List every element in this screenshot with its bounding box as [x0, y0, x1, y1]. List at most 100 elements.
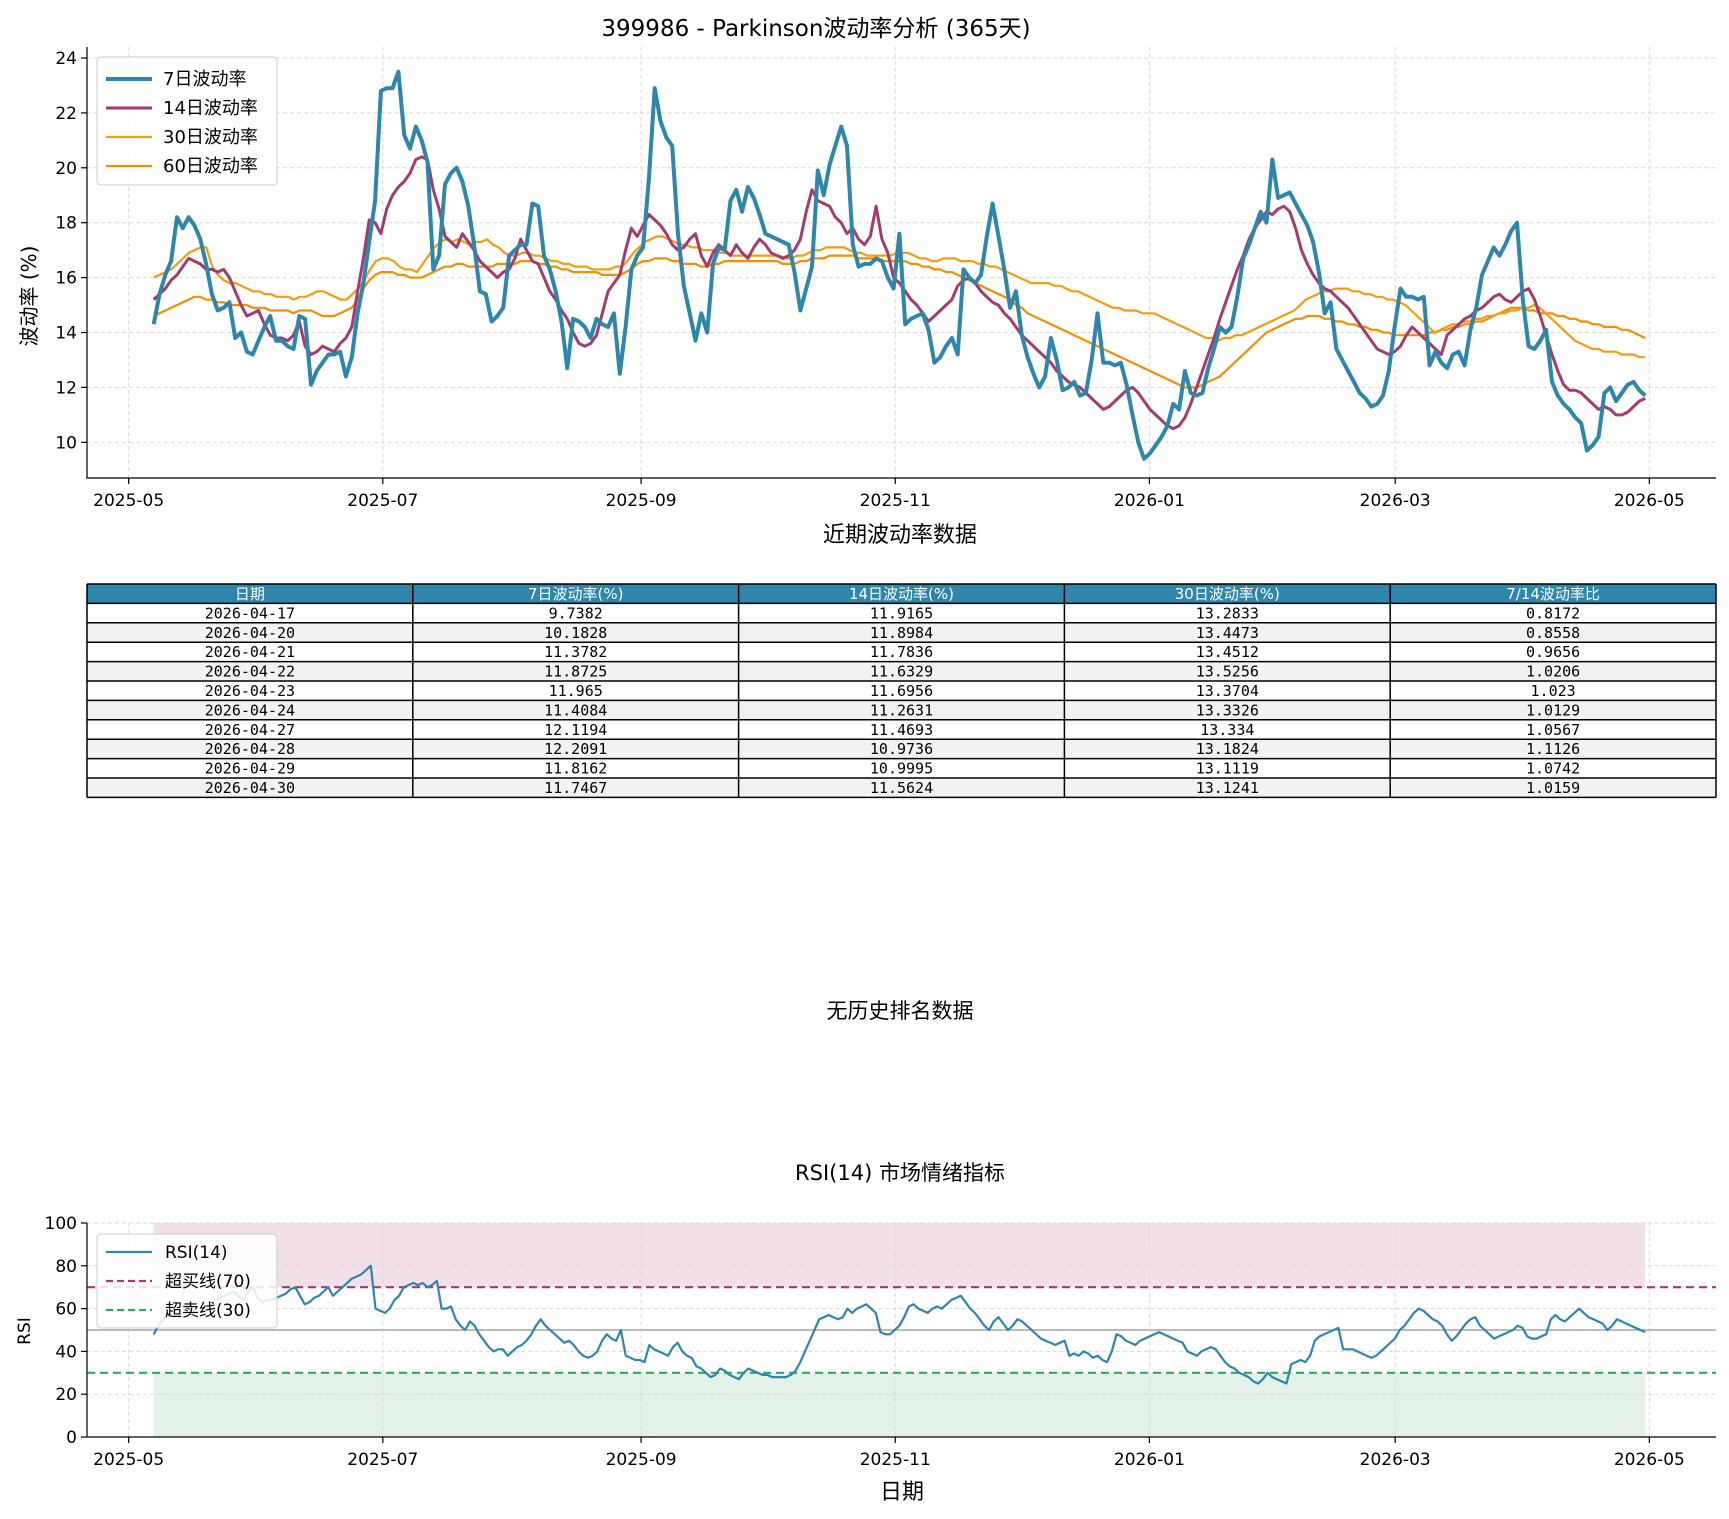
table-row [87, 700, 1716, 720]
table-cell: 11.8984 [870, 624, 933, 642]
vol-y-tick-label: 16 [55, 269, 77, 289]
table-cell: 1.1126 [1526, 740, 1580, 758]
table-cell: 11.3782 [544, 643, 607, 661]
table-cell: 1.0129 [1526, 701, 1580, 719]
table-cell: 10.1828 [544, 624, 607, 642]
table-cell: 1.0206 [1526, 663, 1580, 681]
vol-x-tick-label: 2026-03 [1360, 491, 1431, 511]
table-row [87, 603, 1716, 623]
table-row [87, 719, 1716, 740]
table-cell: 1.023 [1531, 682, 1576, 700]
table-row [87, 622, 1716, 643]
table-cell: 9.7382 [549, 604, 603, 622]
table-cell: 2026-04-29 [205, 760, 295, 778]
rsi-x-tick-label: 2025-09 [606, 1450, 677, 1470]
table-cell: 2026-04-21 [205, 643, 295, 661]
y-axis-ticks: 10 12 14 16 18 20 22 24 [55, 49, 87, 453]
table-cell: 10.9736 [870, 740, 933, 758]
table-cell: 2026-04-24 [205, 701, 295, 719]
vol-x-tick-label: 2026-01 [1114, 491, 1185, 511]
rsi-series [152, 1264, 1646, 1385]
table-cell: 11.7836 [870, 643, 933, 661]
vol-x-tick-label: 2025-11 [860, 491, 931, 511]
vol-y-tick-label: 14 [55, 324, 77, 344]
rsi-y-tick-label: 80 [55, 1257, 77, 1277]
oversold-band [153, 1372, 1646, 1437]
rsi-x-tick-label: 2025-11 [860, 1450, 931, 1470]
table-header-cell: 30日波动率(%) [1175, 585, 1280, 603]
rsi-y-tick-label: 0 [66, 1428, 77, 1448]
rsi-x-tick-label: 2025-05 [93, 1450, 164, 1470]
rsi-reference-lines [87, 1286, 1716, 1374]
series-7d-legend-label: 7日波动率 [163, 69, 246, 90]
vol-y-tick-label: 22 [55, 104, 77, 124]
table-cell: 2026-04-27 [205, 721, 295, 739]
recent-volatility-table: 日期 7日波动率(%) 14日波动率(%) 30日波动率(%) 7/14波动率比 2026… [86, 583, 1717, 799]
x-axis-ticks: 2025-05 2025-07 2025-09 2025-11 2026-01 2026-… [93, 478, 1685, 511]
table-row [87, 661, 1716, 681]
table-header-cell: 14日波动率(%) [849, 585, 954, 603]
vol-y-tick-label: 24 [55, 49, 77, 69]
overbought-band [153, 1223, 1646, 1288]
rsi-x-axis-label: 日期 [880, 1480, 924, 1505]
table-cell: 2026-04-28 [205, 740, 295, 758]
table-header-cell: 7日波动率(%) [528, 585, 624, 603]
table-cell: 11.4084 [544, 701, 607, 719]
rsi-title: RSI(14) 市场情绪指标 [795, 1161, 1005, 1185]
table-cell: 13.3704 [1196, 682, 1259, 700]
table-cell: 11.6329 [870, 663, 933, 681]
rsi-y-tick-label: 100 [45, 1214, 77, 1234]
rsi-chart: RSI(14) 市场情绪指标 2025-05 2025-07 2025-09 2025… [15, 1161, 1716, 1505]
table-cell: 11.965 [549, 682, 603, 700]
series-14d-line [152, 155, 1646, 431]
table-cell: 13.4512 [1196, 643, 1259, 661]
volatility-legend: 7日波动率 14日波动率 30日波动率 60日波动率 [96, 56, 278, 186]
series-14d-legend-label: 14日波动率 [163, 98, 258, 119]
table-cell: 11.2631 [870, 701, 933, 719]
y-axis-label: 波动率 (%) [17, 246, 41, 347]
table-cell: 13.1824 [1196, 740, 1259, 758]
rsi-x-tick-label: 2025-07 [347, 1450, 418, 1470]
rsi-bands [153, 1223, 1646, 1437]
table-cell: 13.1241 [1196, 779, 1259, 797]
table-cell: 12.1194 [544, 721, 607, 739]
table-cell: 11.7467 [544, 779, 607, 797]
rsi-y-axis-ticks: 0 20 40 60 80 100 [45, 1214, 87, 1448]
table-cell: 2026-04-17 [205, 604, 295, 622]
table-header-row [87, 584, 1716, 604]
table-cell: 1.0567 [1526, 721, 1580, 739]
table-cell: 2026-04-22 [205, 663, 295, 681]
rsi-y-tick-label: 40 [55, 1342, 77, 1362]
vol-y-tick-label: 10 [55, 433, 77, 453]
no-ranking-note: 无历史排名数据 [827, 999, 974, 1023]
vol-y-tick-label: 12 [55, 378, 77, 398]
table-row [87, 739, 1716, 759]
table-cell: 0.8172 [1526, 604, 1580, 622]
table-cell: 13.2833 [1196, 604, 1259, 622]
table-cell: 13.4473 [1196, 624, 1259, 642]
rsi-x-tick-label: 2026-01 [1114, 1450, 1185, 1470]
table-cell: 11.4693 [870, 721, 933, 739]
table-cell: 13.3326 [1196, 701, 1259, 719]
vol-x-tick-label: 2026-05 [1614, 491, 1685, 511]
rsi-legend: RSI(14) 超买线(70) 超卖线(30) [96, 1233, 278, 1329]
table-cell: 11.9165 [870, 604, 933, 622]
volatility-chart: 399986 - Parkinson波动率分析 (365天) 2025-05 20… [17, 16, 1716, 548]
table-cell: 0.8558 [1526, 624, 1580, 642]
table-cell: 12.2091 [544, 740, 607, 758]
table-cell: 2026-04-30 [205, 779, 295, 797]
vol-x-tick-label: 2025-07 [347, 491, 418, 511]
vol-y-tick-label: 20 [55, 159, 77, 179]
rsi-x-tick-label: 2026-03 [1360, 1450, 1431, 1470]
table-cell: 13.5256 [1196, 663, 1259, 681]
table-cell: 11.5624 [870, 779, 933, 797]
volatility-axes [86, 47, 1716, 479]
table-cell: 1.0159 [1526, 779, 1580, 797]
series-60d-legend-label: 60日波动率 [163, 156, 258, 177]
vol-y-tick-label: 18 [55, 214, 77, 234]
overbought-legend-label: 超买线(70) [165, 1272, 251, 1292]
rsi-line [152, 1264, 1646, 1385]
table-row [87, 758, 1716, 778]
table-header-cell: 7/14波动率比 [1506, 585, 1600, 603]
table-cell: 0.9656 [1526, 643, 1580, 661]
